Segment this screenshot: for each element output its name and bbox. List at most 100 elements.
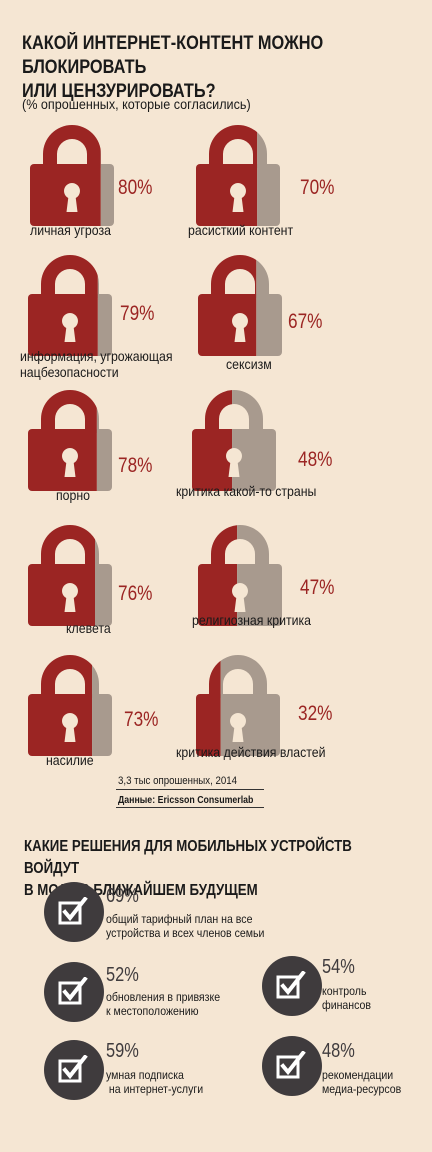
title-line-1: КАКОЙ ИНТЕРНЕТ-КОНТЕНТ МОЖНО БЛОКИРОВАТЬ (22, 33, 324, 78)
lock-icon (28, 390, 112, 491)
trend-text-line: финансов (322, 998, 372, 1012)
trend-percent: 54% (322, 956, 355, 978)
lock-label-line: расисткий контент (188, 222, 294, 238)
footnote-divider (116, 789, 264, 790)
checkbox-badge (44, 962, 104, 1022)
lock-disagree-fill (92, 665, 112, 756)
trend-text-line: к местоположению (106, 1004, 199, 1018)
lock-label: клевета (66, 620, 111, 636)
lock-icon (28, 255, 112, 356)
keyhole-icon (231, 313, 248, 342)
lock-label: насилие (46, 752, 94, 768)
lock-percent: 80% (118, 176, 153, 199)
trend-text: контроль финансов (322, 984, 371, 1012)
lock-disagree-fill (257, 132, 280, 226)
checkbox-icon (276, 971, 306, 999)
lock-label-line: критика действия властей (176, 744, 326, 760)
keyhole-icon (229, 713, 246, 742)
keyhole-icon (61, 583, 78, 612)
keyhole-icon (63, 183, 80, 212)
source-note: Данные: Ericsson Consumerlab (118, 795, 254, 806)
lock-percent: 76% (118, 582, 153, 605)
lock-percent: 47% (300, 576, 335, 599)
lock-label: информация, угрожающая нацбезопасности (20, 348, 173, 380)
lock-percent: 48% (298, 448, 333, 471)
trend-text-line: рекомендации (322, 1068, 394, 1082)
trend-text-line: медиа-ресурсов (322, 1082, 402, 1096)
lock-icon (28, 525, 112, 626)
lock-agree-fill (198, 525, 238, 626)
trend-percent: 69% (106, 885, 139, 907)
subtitle: (% опрошенных, которые согласились) (22, 96, 251, 112)
trend-text-line: на интернет-услуги (106, 1082, 204, 1096)
lock-label-line: сексизм (226, 356, 272, 372)
lock-percent: 78% (118, 454, 153, 477)
lock-label-line: критика какой-то страны (176, 483, 317, 499)
lock-disagree-fill (232, 390, 276, 491)
lock-label: порно (56, 487, 90, 503)
trend-text-line: устройства и всех членов семьи (106, 926, 265, 940)
lock-agree-fill (28, 655, 93, 756)
trend-text-line: обновления в привязке (106, 990, 221, 1004)
lock-agree-fill (192, 390, 233, 491)
checkbox-icon (276, 1051, 306, 1079)
keyhole-icon (61, 713, 78, 742)
lock-icon (196, 655, 280, 756)
lock-icon (28, 655, 112, 756)
lock-disagree-fill (97, 276, 112, 356)
trend-text: общий тарифный план на все устройства и в… (106, 912, 264, 940)
footnote: 3,3 тыс опрошенных, 2014 (118, 775, 238, 787)
trend-text: умная подписка на интернет-услуги (106, 1068, 203, 1096)
keyhole-icon (229, 183, 246, 212)
lock-label: критика какой-то страны (176, 483, 316, 499)
lock-label: расисткий контент (188, 222, 293, 238)
trend-text-line: контроль (322, 984, 367, 998)
lock-percent: 67% (288, 310, 323, 333)
page-title: КАКОЙ ИНТЕРНЕТ-КОНТЕНТ МОЖНО БЛОКИРОВАТЬ… (22, 32, 418, 104)
keyhole-icon (225, 448, 242, 477)
lock-percent: 32% (298, 702, 333, 725)
checkbox-badge (44, 1040, 104, 1100)
lock-label-line: клевета (66, 620, 111, 636)
lock-disagree-fill (237, 525, 282, 626)
lock-disagree-fill (94, 539, 112, 626)
lock-agree-fill (28, 255, 98, 356)
lock-icon (198, 525, 282, 626)
checkbox-badge (262, 1036, 322, 1096)
lock-percent: 70% (300, 176, 335, 199)
source-divider (116, 807, 264, 808)
lock-label: сексизм (226, 356, 272, 372)
keyhole-icon (61, 313, 78, 342)
trend-percent: 48% (322, 1040, 355, 1062)
lock-agree-fill (28, 525, 95, 626)
lock-label-line: религиозная критика (192, 612, 312, 628)
trend-percent: 59% (106, 1040, 139, 1062)
lock-icon (198, 255, 282, 356)
trend-text: обновления в привязке к местоположению (106, 990, 220, 1018)
title-line-2: ИЛИ ЦЕНЗУРИРОВАТЬ? (22, 81, 216, 102)
checkbox-icon (58, 1055, 88, 1083)
lock-percent: 73% (124, 708, 159, 731)
trend-percent: 52% (106, 964, 139, 986)
lock-icon (30, 125, 114, 226)
lock-label-line: нацбезопасности (20, 364, 119, 380)
lock-agree-fill (28, 390, 97, 491)
lock-icon (196, 125, 280, 226)
lock-disagree-fill (100, 151, 114, 226)
keyhole-icon (61, 448, 78, 477)
checkbox-badge (262, 956, 322, 1016)
lock-disagree-fill (96, 408, 112, 491)
checkbox-icon (58, 897, 88, 925)
trend-text-line: умная подписка (106, 1068, 184, 1082)
lock-label-line: личная угроза (30, 222, 111, 238)
lock-label-line: насилие (46, 752, 94, 768)
lock-label: личная угроза (30, 222, 111, 238)
checkbox-badge (44, 882, 104, 942)
section-title-line-1: КАКИЕ РЕШЕНИЯ ДЛЯ МОБИЛЬНЫХ УСТРОЙСТВ ВО… (24, 838, 352, 877)
lock-label-line: информация, угрожающая (20, 348, 173, 364)
lock-icon (192, 390, 276, 491)
trend-text-line: общий тарифный план на все (106, 912, 253, 926)
lock-label-line: порно (56, 487, 91, 503)
lock-disagree-fill (256, 260, 282, 356)
lock-label: критика действия властей (176, 744, 326, 760)
